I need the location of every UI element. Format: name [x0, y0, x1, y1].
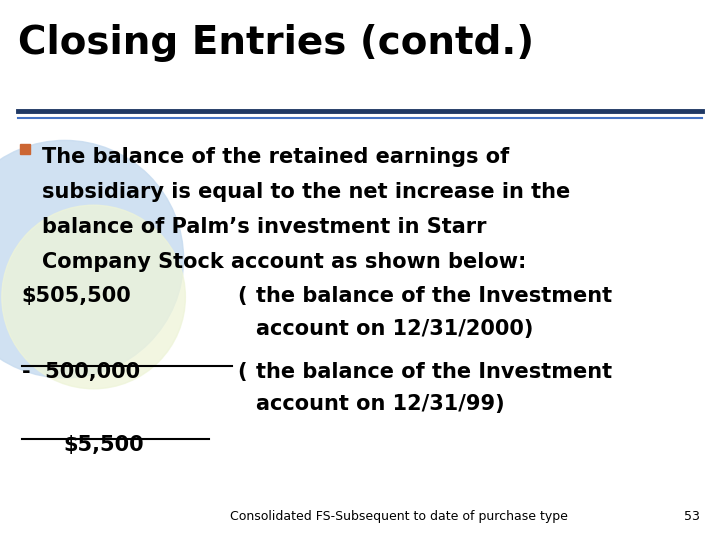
Ellipse shape — [0, 140, 184, 378]
Text: the balance of the Investment: the balance of the Investment — [256, 286, 612, 306]
Text: account on 12/31/2000): account on 12/31/2000) — [256, 319, 533, 339]
Text: subsidiary is equal to the net increase in the: subsidiary is equal to the net increase … — [42, 182, 570, 202]
Text: account on 12/31/99): account on 12/31/99) — [256, 394, 504, 414]
Text: (: ( — [238, 286, 247, 306]
Text: The balance of the retained earnings of: The balance of the retained earnings of — [42, 147, 509, 167]
Text: -  500,000: - 500,000 — [22, 362, 140, 382]
Text: (: ( — [238, 362, 247, 382]
Text: balance of Palm’s investment in Starr: balance of Palm’s investment in Starr — [42, 217, 486, 237]
Text: Consolidated FS-Subsequent to date of purchase type: Consolidated FS-Subsequent to date of pu… — [230, 510, 568, 523]
Text: $505,500: $505,500 — [22, 286, 131, 306]
Text: the balance of the Investment: the balance of the Investment — [256, 362, 612, 382]
Text: Closing Entries (contd.): Closing Entries (contd.) — [18, 24, 534, 62]
Bar — [20, 144, 30, 154]
Text: 53: 53 — [684, 510, 700, 523]
Text: Company Stock account as shown below:: Company Stock account as shown below: — [42, 252, 526, 272]
Text: $5,500: $5,500 — [63, 435, 144, 455]
Ellipse shape — [2, 205, 186, 389]
